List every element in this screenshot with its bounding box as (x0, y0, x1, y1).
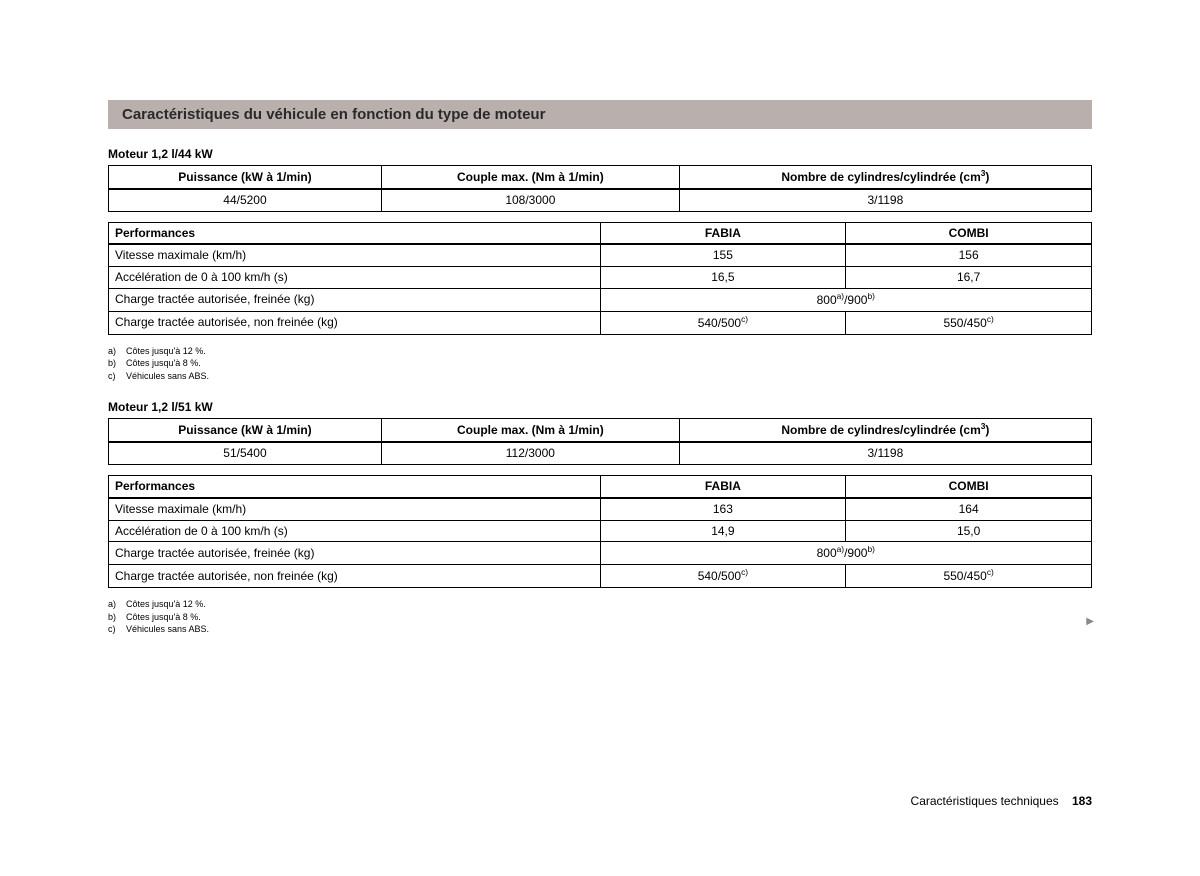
engine-title: Moteur 1,2 l/44 kW (108, 147, 1092, 161)
footnote-text: Côtes jusqu'à 8 %. (126, 611, 201, 624)
spec-header-torque: Couple max. (Nm à 1/min) (381, 166, 679, 189)
perf-value-merged: 800a)/900b) (600, 542, 1092, 565)
perf-header-label: Performances (109, 475, 601, 497)
performance-table: Performances FABIA COMBI Vitesse maximal… (108, 475, 1092, 588)
perf-header-combi: COMBI (846, 475, 1092, 497)
perf-value: 14,9 (600, 520, 846, 542)
perf-value-merged: 800a)/900b) (600, 288, 1092, 311)
engine-title: Moteur 1,2 l/51 kW (108, 400, 1092, 414)
spec-header-cylinders: Nombre de cylindres/cylindrée (cm3) (679, 419, 1091, 442)
engine-block: Moteur 1,2 l/44 kW Puissance (kW à 1/min… (108, 147, 1092, 382)
perf-row-label: Charge tractée autorisée, non freinée (k… (109, 565, 601, 588)
perf-row-label: Vitesse maximale (km/h) (109, 244, 601, 266)
spec-value-torque: 112/3000 (381, 442, 679, 464)
performance-table: Performances FABIA COMBI Vitesse maximal… (108, 222, 1092, 335)
section-header: Caractéristiques du véhicule en fonction… (108, 100, 1092, 129)
spec-value-torque: 108/3000 (381, 189, 679, 211)
perf-header-combi: COMBI (846, 222, 1092, 244)
spec-value-cylinders: 3/1198 (679, 442, 1091, 464)
perf-row-label: Accélération de 0 à 100 km/h (s) (109, 520, 601, 542)
perf-row-label: Charge tractée autorisée, freinée (kg) (109, 288, 601, 311)
footnote-text: Côtes jusqu'à 12 %. (126, 345, 206, 358)
footer-label: Caractéristiques techniques (911, 794, 1059, 808)
perf-value: 16,5 (600, 267, 846, 289)
spec-header-power: Puissance (kW à 1/min) (109, 166, 382, 189)
footnote-mark: c) (108, 623, 120, 636)
perf-row-label: Charge tractée autorisée, non freinée (k… (109, 311, 601, 334)
perf-value: 540/500c) (600, 565, 846, 588)
perf-value: 15,0 (846, 520, 1092, 542)
perf-value: 156 (846, 244, 1092, 266)
footnote-text: Côtes jusqu'à 8 %. (126, 357, 201, 370)
perf-header-label: Performances (109, 222, 601, 244)
perf-header-fabia: FABIA (600, 475, 846, 497)
footnote-text: Véhicules sans ABS. (126, 370, 209, 383)
footnote-text: Côtes jusqu'à 12 %. (126, 598, 206, 611)
perf-value: 163 (600, 498, 846, 520)
footnote-mark: b) (108, 611, 120, 624)
perf-row-label: Vitesse maximale (km/h) (109, 498, 601, 520)
spec-value-power: 44/5200 (109, 189, 382, 211)
spec-table: Puissance (kW à 1/min) Couple max. (Nm à… (108, 418, 1092, 465)
spec-header-torque: Couple max. (Nm à 1/min) (381, 419, 679, 442)
perf-value: 540/500c) (600, 311, 846, 334)
footnote-mark: a) (108, 598, 120, 611)
page-footer: Caractéristiques techniques 183 (911, 794, 1092, 808)
spec-header-cylinders: Nombre de cylindres/cylindrée (cm3) (679, 166, 1091, 189)
perf-value: 155 (600, 244, 846, 266)
perf-row-label: Accélération de 0 à 100 km/h (s) (109, 267, 601, 289)
spec-value-power: 51/5400 (109, 442, 382, 464)
engine-block: Moteur 1,2 l/51 kW Puissance (kW à 1/min… (108, 400, 1092, 635)
spec-table: Puissance (kW à 1/min) Couple max. (Nm à… (108, 165, 1092, 212)
footnote-mark: c) (108, 370, 120, 383)
continuation-arrow-icon: ▶ (1086, 616, 1094, 627)
footnote-text: Véhicules sans ABS. (126, 623, 209, 636)
spec-value-cylinders: 3/1198 (679, 189, 1091, 211)
footnote-mark: a) (108, 345, 120, 358)
footnotes: a) Côtes jusqu'à 12 %. b) Côtes jusqu'à 8 … (108, 345, 1092, 383)
footnote-mark: b) (108, 357, 120, 370)
perf-value: 164 (846, 498, 1092, 520)
spec-header-power: Puissance (kW à 1/min) (109, 419, 382, 442)
perf-header-fabia: FABIA (600, 222, 846, 244)
perf-value: 550/450c) (846, 311, 1092, 334)
perf-value: 16,7 (846, 267, 1092, 289)
perf-row-label: Charge tractée autorisée, freinée (kg) (109, 542, 601, 565)
page-number: 183 (1072, 794, 1092, 808)
perf-value: 550/450c) (846, 565, 1092, 588)
footnotes: a) Côtes jusqu'à 12 %. b) Côtes jusqu'à 8 … (108, 598, 1092, 636)
